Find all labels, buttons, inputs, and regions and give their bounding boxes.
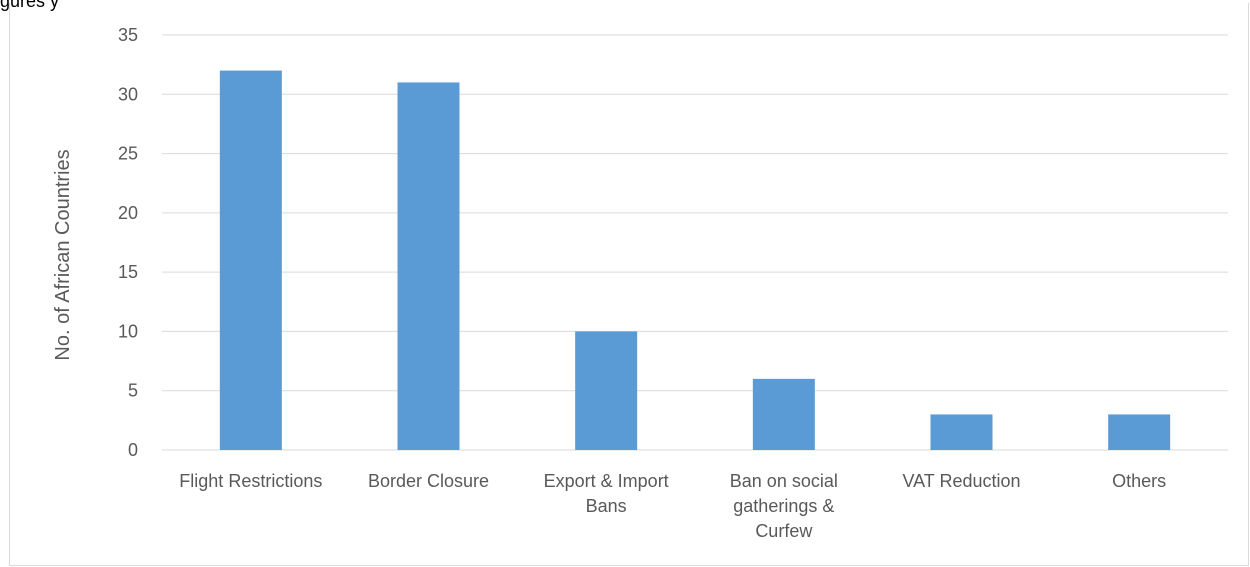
y-tick-label: 35 [118,25,138,45]
x-category-label: Ban on social gatherings & Curfew [730,471,838,541]
figure-caption-fragment: gures y [0,0,60,11]
y-tick-label: 15 [118,262,138,282]
y-axis-title: No. of African Countries [52,149,74,360]
bars [219,70,1171,451]
x-category-label: Border Closure [368,471,489,491]
y-axis-ticks: 0 5 10 15 20 25 30 35 [118,25,138,460]
bar [930,414,993,450]
y-tick-label: 20 [118,203,138,223]
x-category-label: VAT Reduction [902,471,1020,491]
bar [1108,414,1171,450]
gridlines [162,34,1228,451]
x-category-label: Others [1112,471,1166,491]
bar [219,70,282,451]
chart-frame [9,3,1249,566]
y-tick-label: 10 [118,321,138,341]
bar [575,331,638,450]
y-tick-label: 30 [118,84,138,104]
x-category-label: Flight Restrictions [179,471,322,491]
y-tick-label: 0 [128,440,138,460]
x-category-label: Export & Import Bans [544,471,669,516]
bar [752,378,815,450]
bar [397,82,460,450]
x-axis-labels: Flight Restrictions Border Closure Export … [179,471,1166,541]
y-tick-label: 25 [118,144,138,164]
y-tick-label: 5 [128,381,138,401]
